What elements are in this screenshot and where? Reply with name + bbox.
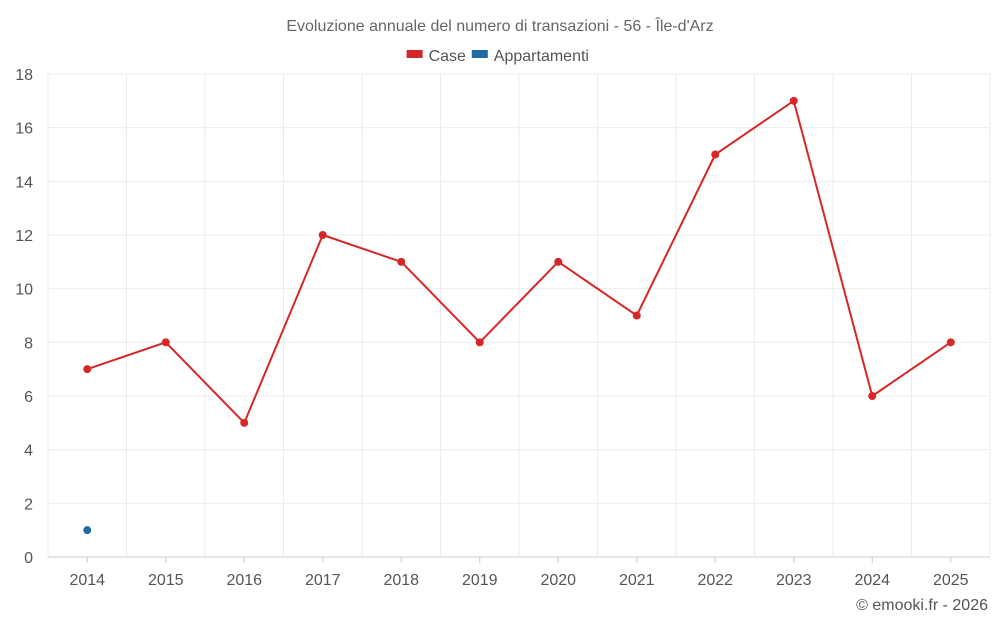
y-tick-label: 14 (15, 174, 33, 191)
data-point-case (868, 392, 877, 400)
x-tick-label: 2017 (305, 572, 341, 589)
x-tick-label: 2025 (933, 572, 969, 589)
y-tick-label: 16 (15, 121, 33, 138)
x-tick-label: 2016 (226, 572, 262, 589)
axes: 0 2 4 6 8 10 12 14 16 18 2014 2015 2016 2017 2018 2019 2… (15, 67, 990, 589)
legend-label-appartamenti: Appartamenti (494, 48, 589, 65)
y-tick-label: 8 (24, 335, 33, 352)
data-point-case (946, 338, 955, 347)
legend: Case Appartamenti (406, 48, 589, 65)
data-point-case (161, 338, 170, 347)
data-point-case (83, 365, 92, 374)
legend-swatch-case (406, 50, 423, 58)
y-tick-label: 18 (15, 67, 33, 84)
data-point-appartamenti (83, 526, 92, 535)
data-point-case (554, 257, 563, 266)
x-tick-label: 2021 (619, 572, 655, 589)
x-tick-label: 2014 (69, 572, 105, 589)
y-tick-label: 10 (15, 282, 33, 299)
data-point-case (475, 338, 484, 347)
chart-title: Evoluzione annuale del numero di transaz… (286, 16, 713, 35)
data-point-case (318, 231, 327, 239)
x-tick-label: 2020 (540, 572, 576, 589)
x-tick-label: 2018 (383, 572, 419, 589)
credit-text: © emooki.fr - 2026 (856, 597, 988, 614)
x-tick-label: 2015 (148, 572, 184, 589)
y-tick-label: 6 (24, 389, 33, 406)
x-tick-label: 2022 (697, 572, 733, 589)
y-tick-label: 12 (15, 228, 33, 245)
x-tick-label: 2023 (776, 572, 812, 589)
data-point-case (789, 96, 798, 105)
gridlines (47, 73, 991, 557)
data-point-case (397, 257, 406, 266)
y-tick-label: 2 (24, 496, 33, 513)
data-point-case (711, 150, 720, 159)
legend-label-case: Case (429, 48, 466, 65)
series-line-case (86, 99, 952, 424)
x-tick-label: 2024 (854, 572, 890, 589)
data-point-case (240, 418, 249, 427)
data-point-case (632, 311, 641, 320)
legend-swatch-appartamenti (471, 50, 488, 58)
series-layer (83, 96, 955, 535)
y-tick-label: 4 (24, 443, 33, 460)
y-tick-label: 0 (24, 550, 33, 567)
x-tick-label: 2019 (462, 572, 498, 589)
